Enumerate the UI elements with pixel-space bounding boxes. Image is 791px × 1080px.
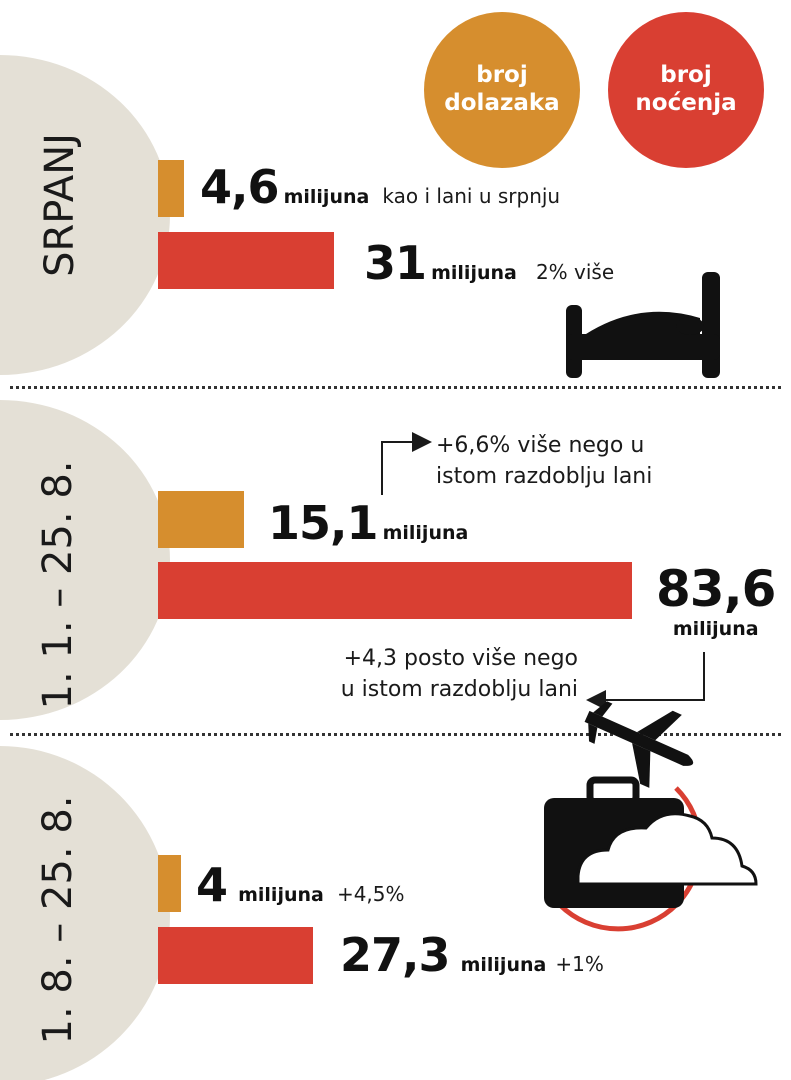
value-number: 4,6 (200, 160, 279, 214)
arrow-arrivals-annotation (381, 432, 432, 495)
value-unit: milijuna (382, 522, 469, 544)
legend-nights: broj noćenja (608, 12, 764, 168)
arrow-nights-annotation (586, 652, 705, 710)
annotation-line: istom razdoblju lani (436, 464, 653, 489)
value-number: 83,6 (656, 560, 776, 618)
annotation-line: +6,6% više nego u (436, 433, 645, 458)
bar-arrivals-srpanj (158, 160, 184, 217)
divider-2 (10, 733, 781, 736)
value-unit: milijuna (672, 618, 759, 640)
bar-nights-year (158, 562, 632, 619)
value-note: +1% (555, 952, 604, 976)
bar-nights-srpanj (158, 232, 334, 289)
legend-nights-line2: noćenja (635, 90, 737, 116)
legend-arrivals-line2: dolazaka (444, 90, 560, 116)
value-number: 31 (364, 236, 427, 290)
value-unit: milijuna (283, 186, 370, 208)
annotation-line: +4,3 posto više nego (343, 646, 578, 671)
value-number: 27,3 (340, 928, 450, 982)
value-unit: milijuna (460, 954, 547, 976)
value-arrivals-year: 15,1 milijuna (268, 496, 468, 550)
legend-arrivals: broj dolazaka (424, 12, 580, 168)
bar-arrivals-august (158, 855, 181, 912)
value-nights-year: 83,6 milijuna (656, 560, 776, 640)
value-unit: milijuna (238, 884, 324, 906)
value-note: kao i lani u srpnju (382, 184, 561, 208)
airplane-icon (584, 701, 694, 788)
value-number: 15,1 (268, 496, 378, 550)
value-arrivals-srpanj: 4,6 milijuna kao i lani u srpnju (200, 160, 560, 214)
value-note: +4,5% (336, 882, 405, 906)
legend-arrivals-line1: broj (476, 62, 528, 89)
value-nights-august: 27,3 milijuna +1% (340, 928, 604, 982)
bar-nights-august (158, 927, 313, 984)
value-arrivals-august: 4 milijuna +4,5% (196, 858, 405, 912)
cloud-icon (576, 812, 758, 886)
legend-nights-line1: broj (660, 62, 712, 89)
value-number: 4 (196, 858, 228, 912)
annotation-nights-year: +4,3 posto više nego u istom razdoblju l… (292, 643, 578, 705)
annotation-line: u istom razdoblju lani (340, 677, 578, 702)
annotation-arrivals-year: +6,6% više nego u istom razdoblju lani (436, 430, 652, 492)
divider-1 (10, 386, 781, 389)
value-note: 2% više (535, 260, 615, 284)
bar-arrivals-year (158, 491, 244, 548)
value-unit: milijuna (431, 262, 517, 284)
bed-icon (566, 272, 720, 378)
value-nights-srpanj: 31 milijuna 2% više (364, 236, 614, 290)
